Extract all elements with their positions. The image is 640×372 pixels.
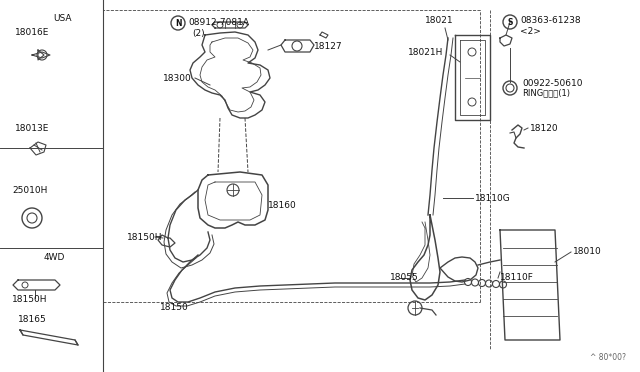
Text: 18016E: 18016E: [15, 28, 49, 36]
Text: S: S: [508, 17, 513, 26]
Text: 18300: 18300: [163, 74, 192, 83]
Text: 00922-50610: 00922-50610: [522, 78, 582, 87]
Text: 18055: 18055: [390, 273, 419, 282]
Text: RINGリング(1): RINGリング(1): [522, 89, 570, 97]
Text: <2>: <2>: [520, 26, 541, 35]
Text: 18110G: 18110G: [475, 193, 511, 202]
Text: 18160: 18160: [268, 201, 297, 209]
Text: 18150H: 18150H: [127, 232, 163, 241]
Text: 18150H: 18150H: [12, 295, 47, 305]
Text: 25010H: 25010H: [12, 186, 47, 195]
Text: 18127: 18127: [314, 42, 342, 51]
Text: 18110F: 18110F: [500, 273, 534, 282]
Text: 18021H: 18021H: [408, 48, 444, 57]
Text: ^ 80*00?: ^ 80*00?: [590, 353, 626, 362]
Text: 08363-61238: 08363-61238: [520, 16, 580, 25]
Text: USA: USA: [54, 13, 72, 22]
Text: N: N: [175, 19, 181, 28]
Text: 18120: 18120: [530, 124, 559, 132]
Text: 18021: 18021: [425, 16, 454, 25]
Text: 18010: 18010: [573, 247, 602, 257]
Text: 18150: 18150: [160, 304, 189, 312]
Text: (2): (2): [192, 29, 205, 38]
Text: 18013E: 18013E: [15, 124, 49, 132]
Text: 08912-7081A: 08912-7081A: [188, 17, 249, 26]
Text: 18165: 18165: [18, 315, 47, 324]
Text: 4WD: 4WD: [44, 253, 65, 263]
